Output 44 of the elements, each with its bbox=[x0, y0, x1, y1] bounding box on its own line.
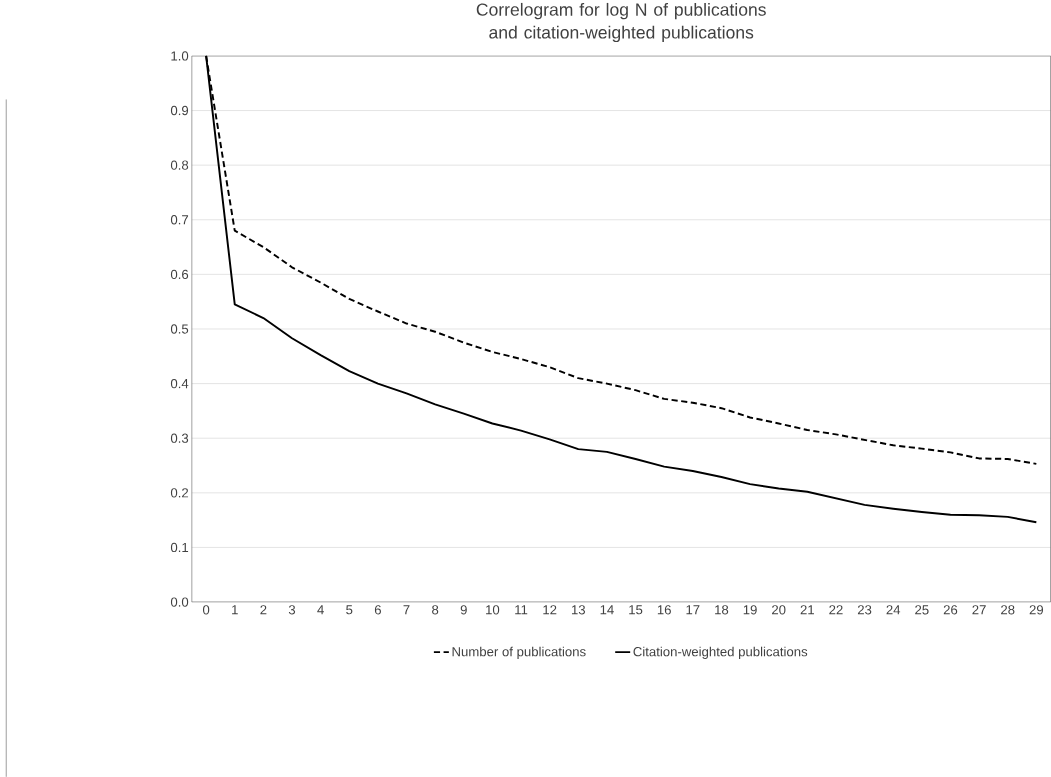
y-tick-label: 0.5 bbox=[170, 324, 189, 334]
y-tick-label: 0.6 bbox=[170, 269, 189, 279]
y-tick-label: 0.3 bbox=[170, 433, 189, 443]
x-tick-label: 11 bbox=[515, 605, 528, 615]
x-tick-label: 5 bbox=[346, 605, 353, 615]
chart-title: Correlogram for log N of publications and citation-weighted publications bbox=[476, 2, 766, 43]
x-tick-label: 3 bbox=[288, 605, 296, 615]
x-tick-label: 14 bbox=[600, 605, 614, 615]
y-tick-label: 0.1 bbox=[170, 542, 189, 553]
x-tick-label: 9 bbox=[460, 605, 467, 615]
x-tick-label: 23 bbox=[857, 605, 872, 615]
legend-label: Number of publications bbox=[452, 646, 586, 659]
y-tick-label: 0.8 bbox=[170, 160, 189, 170]
x-tick-label: 20 bbox=[772, 605, 786, 615]
x-tick-label: 4 bbox=[317, 605, 324, 615]
x-tick-label: 29 bbox=[1029, 605, 1044, 615]
x-tick-label: 28 bbox=[1001, 605, 1015, 615]
x-tick-label: 16 bbox=[657, 605, 671, 615]
x-tick-label: 15 bbox=[629, 605, 643, 615]
x-tick-label: 8 bbox=[432, 605, 439, 615]
x-tick-label: 6 bbox=[374, 605, 381, 615]
x-tick-label: 21 bbox=[800, 605, 814, 615]
x-tick-label: 26 bbox=[943, 605, 958, 615]
x-tick-label: 7 bbox=[403, 605, 410, 615]
legend-label: Citation-weighted publications bbox=[633, 646, 808, 659]
x-tick-label: 19 bbox=[743, 605, 757, 615]
x-tick-label: 22 bbox=[829, 605, 843, 615]
x-tick-label: 0 bbox=[202, 605, 210, 615]
y-tick-label: 0.9 bbox=[170, 105, 189, 116]
y-tick-label: 1.0 bbox=[171, 51, 189, 61]
x-tick-label: 2 bbox=[260, 605, 267, 615]
x-tick-label: 10 bbox=[486, 605, 500, 615]
x-tick-label: 27 bbox=[972, 605, 986, 615]
y-tick-label: 0.2 bbox=[170, 488, 189, 498]
x-tick-label: 24 bbox=[886, 605, 901, 615]
y-tick-label: 0.0 bbox=[170, 597, 189, 607]
y-tick-label: 0.4 bbox=[170, 378, 189, 389]
x-tick-label: 17 bbox=[686, 605, 700, 615]
x-tick-label: 25 bbox=[915, 605, 929, 615]
y-tick-label: 0.7 bbox=[170, 215, 189, 225]
x-tick-label: 12 bbox=[543, 605, 557, 615]
x-tick-label: 18 bbox=[715, 605, 729, 615]
x-tick-label: 13 bbox=[571, 605, 586, 615]
x-tick-label: 1 bbox=[232, 605, 238, 615]
